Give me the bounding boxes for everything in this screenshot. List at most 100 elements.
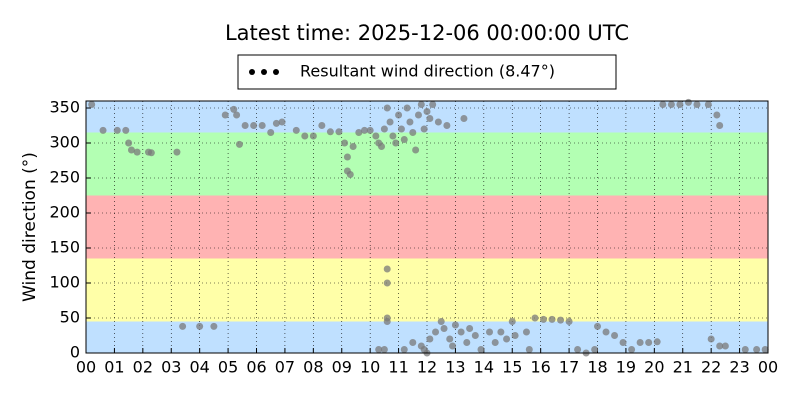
data-point [392, 139, 400, 147]
data-point [594, 322, 601, 330]
data-point [426, 115, 434, 122]
x-tick-label: 07 [275, 358, 295, 377]
data-point [713, 111, 721, 119]
legend-marker [261, 69, 267, 75]
x-tick-label: 19 [616, 358, 636, 377]
x-tick-label: 18 [587, 358, 607, 377]
data-point [434, 118, 442, 126]
data-point [250, 122, 258, 129]
y-tick-label: 0 [70, 343, 80, 362]
data-point [716, 122, 724, 129]
x-tick-label: 02 [133, 358, 153, 377]
x-tick-label: 16 [530, 358, 550, 377]
data-point [508, 318, 516, 325]
x-tick-label: 09 [332, 358, 352, 377]
data-point [196, 322, 204, 330]
data-point [88, 101, 96, 108]
data-point [449, 342, 457, 350]
data-point [380, 125, 388, 133]
y-tick-label: 150 [49, 238, 80, 257]
data-point [380, 346, 388, 353]
data-point [704, 101, 712, 108]
data-point [423, 108, 431, 115]
x-tick-label: 05 [218, 358, 238, 377]
chart-title: Latest time: 2025-12-06 00:00:00 UTC [225, 21, 629, 45]
data-point [278, 118, 286, 126]
data-point [426, 335, 434, 343]
x-tick-label: 13 [445, 358, 465, 377]
data-point [761, 346, 769, 353]
data-point [383, 279, 391, 287]
data-point [360, 126, 368, 134]
data-point [486, 328, 494, 336]
data-point [292, 126, 300, 134]
data-point [349, 143, 357, 150]
data-point [636, 339, 644, 346]
legend-label: Resultant wind direction (8.47°) [300, 62, 555, 81]
data-point [414, 111, 422, 119]
data-point [335, 128, 343, 136]
data-point [383, 318, 391, 325]
data-point [272, 119, 280, 127]
data-point [210, 322, 218, 330]
data-point [395, 111, 403, 119]
data-point [341, 139, 349, 147]
data-point [548, 315, 556, 323]
data-point [179, 322, 187, 330]
data-point [125, 139, 133, 147]
data-point [440, 325, 448, 332]
data-point [721, 342, 729, 350]
data-point [375, 346, 383, 353]
data-point [400, 346, 408, 353]
x-tick-label: 21 [673, 358, 693, 377]
data-point [602, 328, 610, 336]
data-point [127, 146, 135, 154]
data-point [497, 328, 505, 336]
x-tick-label: 17 [559, 358, 579, 377]
x-tick-label: 01 [104, 358, 124, 377]
data-point [389, 132, 397, 140]
data-point [133, 148, 141, 156]
data-point [432, 328, 440, 336]
data-point [403, 104, 411, 112]
y-tick-label: 200 [49, 203, 80, 222]
y-tick-label: 50 [60, 308, 80, 327]
data-point [557, 316, 565, 324]
data-point [412, 146, 420, 154]
data-point [147, 149, 155, 157]
data-point [429, 101, 437, 108]
data-point [565, 318, 573, 325]
data-point [113, 126, 121, 134]
x-tick-label: 15 [502, 358, 522, 377]
data-point [397, 125, 405, 133]
data-point [451, 321, 459, 329]
data-point [443, 122, 451, 129]
y-tick-label: 250 [49, 168, 80, 187]
data-point [318, 122, 326, 129]
data-point [383, 265, 391, 273]
data-point [355, 129, 363, 136]
x-tick-label: 22 [701, 358, 721, 377]
y-tick-label: 300 [49, 133, 80, 152]
data-point [230, 105, 238, 113]
data-point [531, 314, 539, 322]
x-tick-label: 00 [758, 358, 778, 377]
data-point [684, 98, 692, 106]
data-point [437, 318, 445, 325]
x-tick-label: 12 [417, 358, 437, 377]
data-point [267, 129, 275, 136]
legend-frame [237, 54, 617, 90]
data-point [326, 128, 334, 136]
data-point [693, 101, 701, 108]
data-point [525, 346, 533, 353]
data-point [457, 328, 465, 336]
data-point [372, 132, 380, 140]
data-point [491, 339, 499, 346]
data-point [400, 136, 408, 143]
data-point [233, 111, 241, 119]
data-point [522, 328, 530, 336]
data-point [386, 118, 394, 126]
data-point [241, 122, 249, 129]
data-point [309, 132, 317, 140]
